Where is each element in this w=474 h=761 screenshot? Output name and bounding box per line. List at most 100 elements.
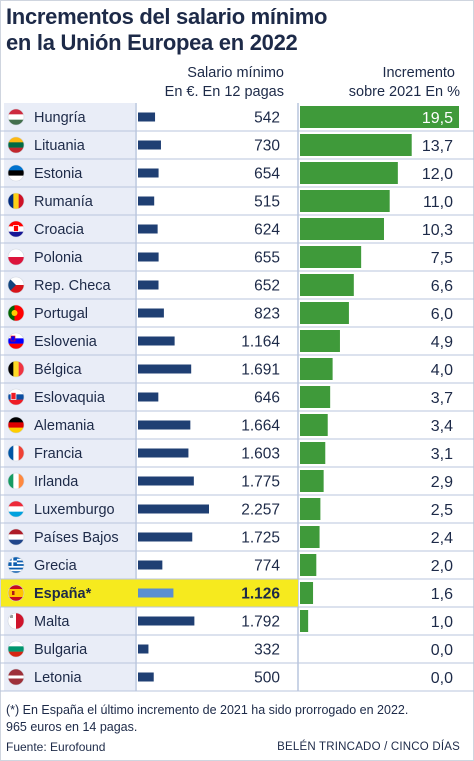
minimum-wage-chart: Hungría 542 19,5 Lituania 730 13,7 Estonia 654 1… xyxy=(0,103,474,692)
salary-value-label: 646 xyxy=(254,390,280,407)
increase-bar xyxy=(300,162,398,184)
increase-bar xyxy=(300,470,324,492)
flag-stripe xyxy=(14,305,24,321)
flag-stripe xyxy=(8,511,24,517)
flag-stripe xyxy=(13,473,19,489)
salary-value-label: 332 xyxy=(254,642,280,659)
increase-bar xyxy=(300,610,309,632)
salary-bar xyxy=(138,392,159,402)
increase-value-label: 2,5 xyxy=(431,502,453,519)
flag-stripe xyxy=(8,249,24,258)
flag-stripe xyxy=(8,534,24,540)
flag-stripe xyxy=(8,445,14,461)
salary-value-label: 500 xyxy=(254,670,280,687)
flag-triangle xyxy=(8,277,16,293)
flag-stripe xyxy=(8,305,15,321)
chart-title-line-2: en la Unión Europea en 2022 xyxy=(6,30,298,55)
flag-stripe xyxy=(8,231,24,237)
flag-stripe xyxy=(8,338,24,344)
slovakia-flag-icon xyxy=(8,389,24,405)
greece-flag-icon xyxy=(8,557,24,573)
malta-flag-icon xyxy=(8,613,24,629)
spain-flag-icon xyxy=(8,585,24,601)
country-label: Letonia xyxy=(34,670,83,686)
country-label: Alemania xyxy=(34,418,95,434)
salary-value-label: 654 xyxy=(254,166,280,183)
increase-bar xyxy=(300,442,326,464)
salary-bar xyxy=(138,616,195,626)
flag-stripe xyxy=(8,417,24,423)
flag-outline xyxy=(7,612,25,630)
flag-stripe xyxy=(8,427,24,433)
increase-bar xyxy=(300,274,354,296)
france-flag-icon xyxy=(8,445,24,461)
footnote-line-1: (*) En España el último incremento de 20… xyxy=(6,703,409,717)
increase-bar xyxy=(300,330,340,352)
flag-stripe xyxy=(8,389,24,395)
salary-bar xyxy=(138,140,161,150)
flag-stripe xyxy=(8,569,24,572)
country-label: Luxemburgo xyxy=(34,502,115,518)
country-label: Estonia xyxy=(34,166,83,182)
flag-outline xyxy=(7,332,25,350)
chart-title-line-1: Incrementos del salario mínimo xyxy=(6,4,328,29)
flag-outline xyxy=(7,500,25,518)
flag-stripe xyxy=(8,333,24,339)
salary-value-label: 1.775 xyxy=(241,474,280,491)
country-label: España* xyxy=(34,586,92,602)
salary-bar xyxy=(138,224,158,234)
country-label: Polonia xyxy=(34,250,83,266)
flag-stripe xyxy=(8,675,24,679)
flag-outline xyxy=(7,668,25,686)
flag-outline xyxy=(7,584,25,602)
salary-bar xyxy=(138,588,174,598)
country-label: Irlanda xyxy=(34,474,79,490)
increase-value-label: 3,7 xyxy=(431,390,453,407)
increase-value-label: 13,7 xyxy=(422,138,453,155)
flag-outline xyxy=(7,360,25,378)
salary-bar xyxy=(138,112,156,122)
salary-value-label: 1.164 xyxy=(241,334,280,351)
estonia-flag-icon xyxy=(8,165,24,181)
increase-value-label: 4,0 xyxy=(431,362,453,379)
salary-bar xyxy=(138,448,189,458)
country-label: Bélgica xyxy=(34,362,82,378)
flag-stripe xyxy=(8,170,24,176)
country-label: Países Bajos xyxy=(34,530,119,546)
luxembourg-flag-icon xyxy=(8,501,24,517)
country-label: Eslovenia xyxy=(34,334,98,350)
salary-value-label: 652 xyxy=(254,278,280,295)
flag-outline xyxy=(7,640,25,658)
flag-stripe xyxy=(13,193,19,209)
flag-stripe xyxy=(8,142,24,148)
salary-bar xyxy=(138,476,194,486)
flag-stripe xyxy=(8,646,24,652)
salary-bar xyxy=(138,672,154,682)
flag-outline xyxy=(7,164,25,182)
increase-value-label: 11,0 xyxy=(423,194,453,211)
salary-bar xyxy=(138,560,163,570)
increase-bar xyxy=(300,218,384,240)
flag-outline xyxy=(7,528,25,546)
increase-column-header-1: Incremento xyxy=(382,65,455,81)
salary-value-label: 1.664 xyxy=(241,418,280,435)
source-note: Fuente: Eurofound xyxy=(6,740,106,754)
germany-flag-icon xyxy=(8,417,24,433)
increase-value-label: 0,0 xyxy=(431,642,453,659)
flag-stripe xyxy=(18,473,24,489)
flag-outline xyxy=(7,472,25,490)
country-label: Portugal xyxy=(34,306,88,322)
salary-value-label: 1.792 xyxy=(241,614,280,631)
poland-flag-icon xyxy=(8,249,24,265)
flag-stripe xyxy=(8,589,24,597)
increase-bar xyxy=(300,106,459,128)
flag-stripe xyxy=(16,613,24,629)
footnote-line-2: 965 euros en 14 pagas. xyxy=(6,720,138,734)
flag-stripe xyxy=(8,641,24,647)
salary-bar xyxy=(138,504,209,514)
credit-note: BELÉN TRINCADO / CINCO DÍAS xyxy=(277,741,460,753)
flag-stripe xyxy=(8,193,14,209)
flag-stripe xyxy=(18,193,24,209)
flag-outline xyxy=(7,248,25,266)
salary-bar xyxy=(138,196,155,206)
